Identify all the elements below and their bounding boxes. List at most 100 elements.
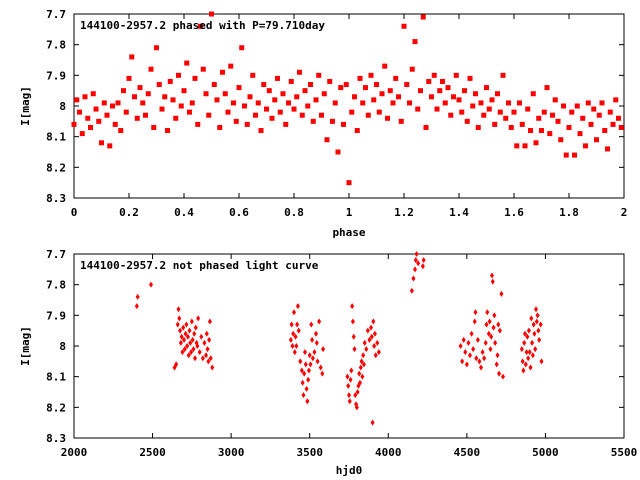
data-point: [266, 88, 272, 94]
data-point: [519, 346, 524, 353]
data-point: [319, 112, 324, 118]
data-point: [143, 112, 148, 118]
x-ticks-unphased: 2000 2500 3000 3500 4000 4500 5000 5500: [61, 254, 637, 459]
data-point: [354, 128, 360, 134]
x-tick-label: 3000: [218, 446, 245, 459]
data-point: [492, 121, 498, 127]
y-tick-label: 8.1: [46, 371, 66, 384]
data-point: [466, 339, 471, 346]
data-point: [99, 140, 104, 146]
data-point: [355, 389, 360, 395]
data-point: [318, 364, 323, 371]
phased-light-curve-panel: 0 0.2 0.4 0.6 0.8 1 1.2 1.4 1.6 1.8 2 7.7 7.8 7.9 8 8.…: [19, 8, 627, 239]
data-point: [353, 392, 358, 399]
data-point: [156, 82, 162, 88]
data-point: [497, 370, 502, 377]
data-point: [233, 118, 239, 124]
x-tick-label: 3500: [296, 446, 323, 459]
data-point: [480, 349, 485, 356]
data-point: [536, 327, 541, 334]
data-point: [313, 97, 319, 103]
data-point: [186, 352, 191, 359]
data-point: [200, 355, 205, 362]
data-point: [368, 72, 374, 78]
data-point: [561, 103, 566, 109]
data-point: [204, 352, 208, 359]
data-point: [187, 327, 192, 334]
data-point: [189, 100, 195, 106]
data-point: [407, 100, 412, 106]
data-point: [495, 91, 500, 97]
data-point: [490, 278, 495, 285]
data-point: [533, 140, 539, 146]
data-point: [538, 321, 543, 328]
data-point: [327, 78, 333, 84]
data-point: [357, 370, 362, 377]
data-point: [349, 367, 354, 374]
data-point: [210, 364, 215, 371]
data-point: [522, 339, 527, 346]
data-point: [207, 336, 212, 343]
data-point: [345, 373, 350, 380]
data-point: [192, 75, 198, 81]
data-point: [107, 143, 113, 149]
x-tick-label: 0: [71, 206, 78, 219]
data-point: [193, 355, 197, 362]
data-point: [404, 82, 410, 88]
data-point: [574, 103, 580, 109]
data-point: [239, 45, 245, 51]
data-point: [294, 343, 299, 349]
data-point: [492, 312, 497, 319]
data-point: [185, 343, 190, 349]
data-point: [508, 124, 514, 130]
data-point: [376, 349, 381, 356]
data-point: [499, 290, 504, 297]
data-point: [314, 339, 319, 346]
plot-frame-unphased: [73, 253, 625, 439]
data-point: [294, 94, 300, 100]
data-point: [140, 100, 146, 106]
data-point: [207, 318, 212, 325]
data-point: [189, 318, 194, 325]
data-point: [303, 361, 308, 368]
data-point: [456, 97, 462, 103]
data-point: [390, 100, 396, 106]
data-point: [82, 94, 88, 100]
y-tick-label: 8.2: [46, 161, 66, 174]
x-tick-label: 5000: [532, 446, 559, 459]
data-point: [170, 97, 176, 103]
data-point: [616, 115, 621, 121]
data-point: [572, 152, 577, 158]
data-point: [429, 94, 434, 100]
data-point: [464, 361, 469, 368]
data-point: [310, 118, 316, 124]
data-point: [409, 287, 414, 294]
data-point: [264, 106, 269, 112]
data-point: [520, 358, 525, 365]
data-point: [463, 349, 468, 356]
data-point: [145, 91, 151, 97]
data-point: [374, 82, 379, 88]
data-point: [528, 364, 533, 371]
data-point: [528, 128, 533, 134]
data-point: [525, 333, 530, 340]
data-point: [420, 14, 426, 20]
data-point: [352, 94, 357, 100]
data-point: [88, 124, 93, 130]
data-point: [151, 124, 157, 130]
data-point: [347, 392, 351, 399]
data-point: [375, 339, 380, 346]
data-point: [523, 361, 528, 368]
data-point: [351, 333, 356, 340]
data-point: [409, 66, 415, 72]
data-point: [307, 352, 312, 359]
data-point: [354, 404, 359, 411]
data-point: [363, 85, 368, 91]
data-point: [555, 118, 561, 124]
data-point: [79, 131, 85, 137]
data-point: [335, 149, 341, 155]
y-tick-label: 7.9: [46, 309, 66, 322]
data-point: [312, 349, 317, 356]
data-point: [489, 97, 495, 103]
data-point: [321, 346, 326, 353]
